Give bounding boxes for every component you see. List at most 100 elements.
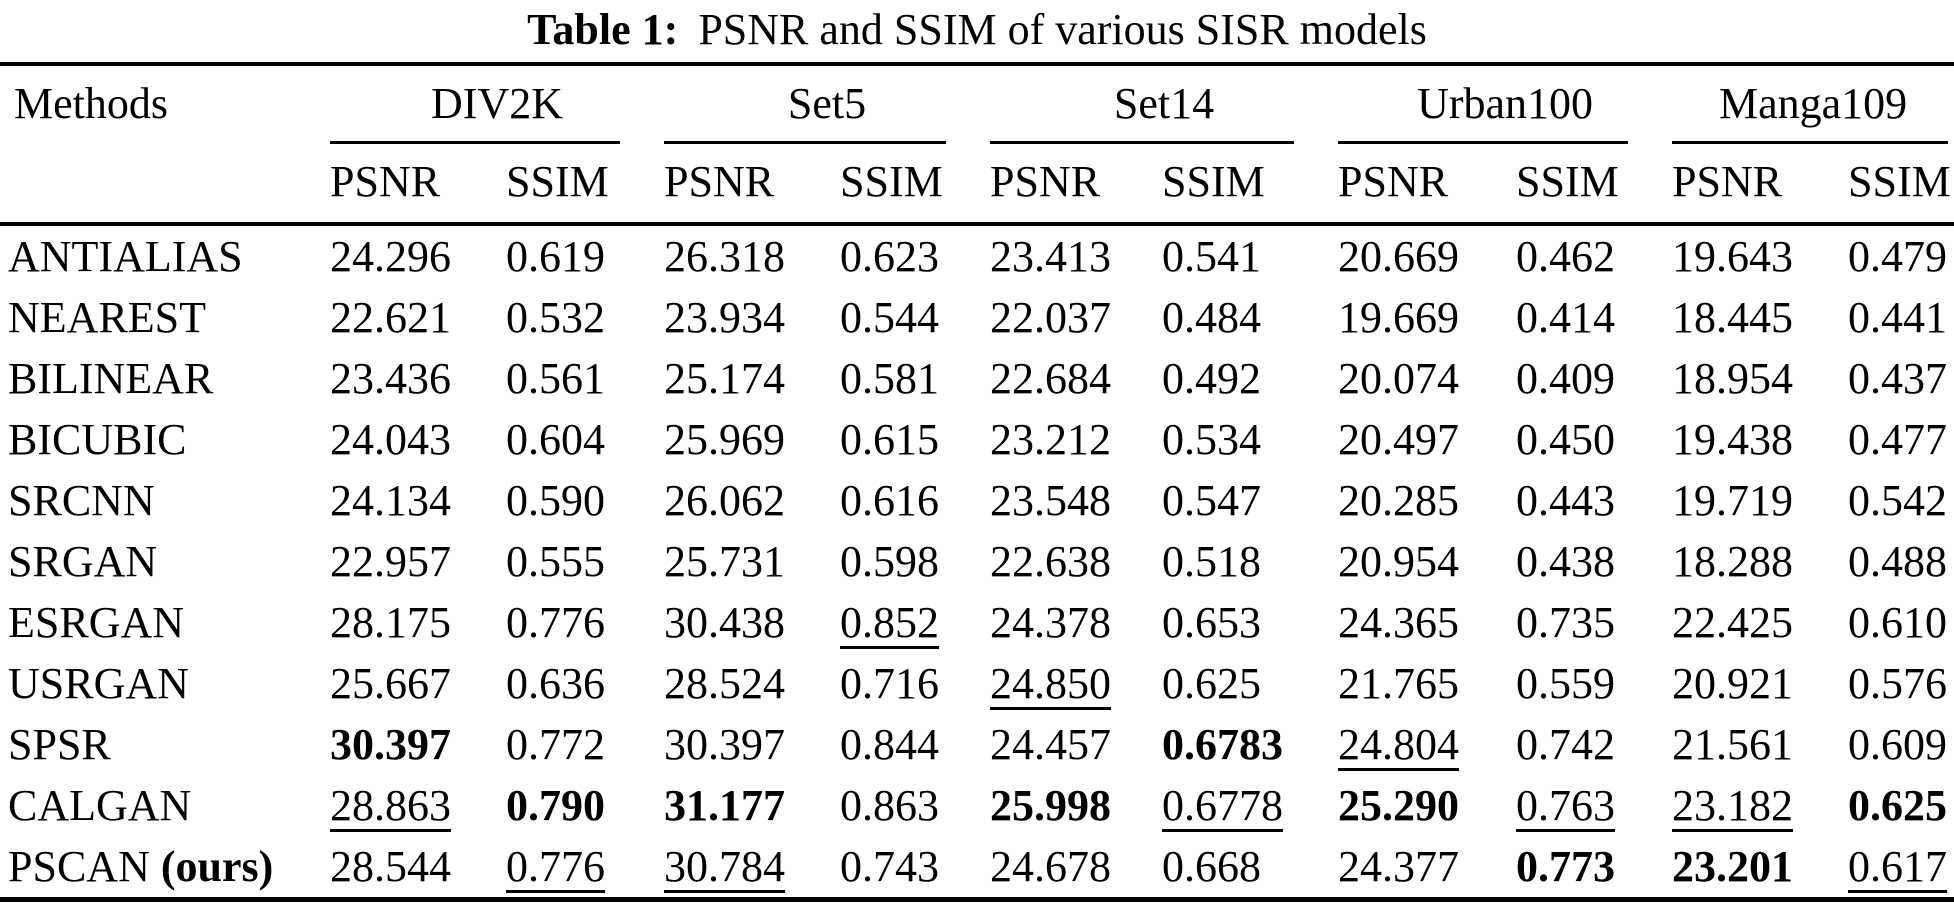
column-group-urban100: Urban100	[1338, 64, 1672, 145]
table-cell: 22.425	[1672, 598, 1794, 648]
table-cell: 23.201	[1672, 842, 1794, 892]
table-cell: 20.921	[1672, 659, 1794, 709]
table-cell: 0.441	[1848, 293, 1948, 343]
table-row-esrgan: ESRGAN 28.175 0.776 30.438 0.852 24.378 0.653 2…	[0, 592, 1954, 653]
table-caption: Table 1: PSNR and SSIM of various SISR mo…	[0, 0, 1954, 62]
table-cell: 28.524	[664, 659, 786, 709]
table-cell: 0.743	[840, 842, 940, 892]
column-group-div2k: DIV2K	[330, 64, 664, 145]
table-cell: 25.969	[664, 415, 786, 465]
group-underline-rule	[990, 141, 1295, 145]
table-cell: 0.623	[840, 232, 940, 282]
table-cell: 0.541	[1162, 232, 1262, 282]
table-cell: 0.590	[506, 476, 605, 526]
table-cell: 0.735	[1516, 598, 1616, 648]
table-cell: 0.598	[840, 537, 940, 587]
table-cell: 24.804	[1338, 720, 1460, 770]
table-cell: 30.397	[664, 720, 786, 770]
method-name: CALGAN	[8, 781, 192, 831]
table-cell: 0.576	[1848, 659, 1948, 709]
table-cell: 0.625	[1162, 659, 1262, 709]
group-underline-rule	[1338, 141, 1629, 145]
table-cell: 18.954	[1672, 354, 1794, 404]
table-body: ANTIALIAS 24.296 0.619 26.318 0.623 23.413 0.5…	[0, 224, 1954, 900]
table-cell: 0.414	[1516, 293, 1616, 343]
dataset-name: Manga109	[1718, 79, 1908, 128]
table-cell: 26.062	[664, 476, 786, 526]
column-header-ssim-set5: SSIM	[840, 144, 991, 227]
table-cell: 0.615	[840, 415, 940, 465]
column-header-psnr-div2k: PSNR	[330, 144, 506, 227]
table-cell: 24.043	[330, 415, 451, 465]
column-header-ssim-div2k: SSIM	[506, 144, 665, 227]
table-cell: 0.484	[1162, 293, 1262, 343]
table-cell: 25.667	[330, 659, 451, 709]
table-cell: 0.619	[506, 232, 605, 282]
table-cell: 0.479	[1848, 232, 1948, 282]
table-cell: 24.678	[990, 842, 1112, 892]
table-cell: 18.445	[1672, 293, 1794, 343]
column-header-psnr-urban100: PSNR	[1338, 144, 1517, 227]
table-cell: 20.497	[1338, 415, 1460, 465]
table-row-bicubic: BICUBIC 24.043 0.604 25.969 0.615 23.212 0.534…	[0, 409, 1954, 470]
table-cell: 25.174	[664, 354, 786, 404]
table-cell: 28.544	[330, 842, 451, 892]
table-cell: 0.437	[1848, 354, 1948, 404]
method-name: ANTIALIAS	[8, 232, 243, 282]
table-row-pscan: PSCAN (ours) 28.544 0.776 30.784 0.743 24.678…	[0, 836, 1954, 900]
group-underline-rule	[664, 141, 947, 145]
table-cell: 0.653	[1162, 598, 1262, 648]
table-cell: 24.134	[330, 476, 451, 526]
group-underline-rule	[330, 141, 621, 145]
table-cell: 20.954	[1338, 537, 1460, 587]
ours-tag: (ours)	[160, 842, 274, 892]
table-cell: 0.462	[1516, 232, 1616, 282]
table-cell: 31.177	[664, 781, 786, 831]
method-name: USRGAN	[8, 659, 189, 709]
table-cell: 0.772	[506, 720, 605, 770]
table-cell: 25.731	[664, 537, 786, 587]
dataset-name: DIV2K	[431, 79, 563, 128]
column-header-psnr-set14: PSNR	[990, 144, 1163, 227]
table-cell: 0.544	[840, 293, 940, 343]
table-row-srgan: SRGAN 22.957 0.555 25.731 0.598 22.638 0.518 20…	[0, 531, 1954, 592]
table-cell: 23.548	[990, 476, 1112, 526]
table-cell: 0.863	[840, 781, 940, 831]
method-name: SPSR	[8, 720, 111, 770]
method-name: PSCAN (ours)	[8, 842, 274, 892]
group-underline-rule	[1672, 141, 1949, 145]
table-cell: 21.561	[1672, 720, 1794, 770]
caption-label: Table 1:	[527, 5, 679, 54]
table-cell: 0.559	[1516, 659, 1616, 709]
table-cell: 24.296	[330, 232, 451, 282]
table-cell: 23.182	[1672, 781, 1794, 831]
table-cell: 0.776	[506, 598, 605, 648]
table-cell: 0.532	[506, 293, 605, 343]
table-cell: 0.668	[1162, 842, 1262, 892]
table-row-usrgan: USRGAN 25.667 0.636 28.524 0.716 24.850 0.625 2…	[0, 653, 1954, 714]
table-cell: 0.604	[506, 415, 605, 465]
column-header-methods: Methods	[0, 64, 330, 227]
table-cell: 0.518	[1162, 537, 1262, 587]
header-row-datasets: Methods DIV2K Set5 Set14 Urban100 Manga109	[0, 64, 1954, 227]
table-cell: 0.6783	[1162, 720, 1284, 770]
table-cell: 26.318	[664, 232, 786, 282]
method-name: SRGAN	[8, 537, 158, 587]
table-cell: 20.669	[1338, 232, 1460, 282]
table-cell: 0.443	[1516, 476, 1616, 526]
method-name: SRCNN	[8, 476, 155, 526]
table-cell: 0.625	[1848, 781, 1948, 831]
dataset-name: Set14	[1113, 79, 1215, 128]
table-cell: 19.438	[1672, 415, 1794, 465]
table-cell: 22.638	[990, 537, 1112, 587]
table-cell: 24.377	[1338, 842, 1460, 892]
table-cell: 22.957	[330, 537, 451, 587]
table-cell: 0.776	[506, 842, 605, 892]
table-cell: 0.542	[1848, 476, 1948, 526]
method-name: ESRGAN	[8, 598, 185, 648]
table-cell: 0.844	[840, 720, 940, 770]
column-header-ssim-urban100: SSIM	[1516, 144, 1673, 227]
table-cell: 0.773	[1516, 842, 1616, 892]
table-cell: 24.378	[990, 598, 1112, 648]
